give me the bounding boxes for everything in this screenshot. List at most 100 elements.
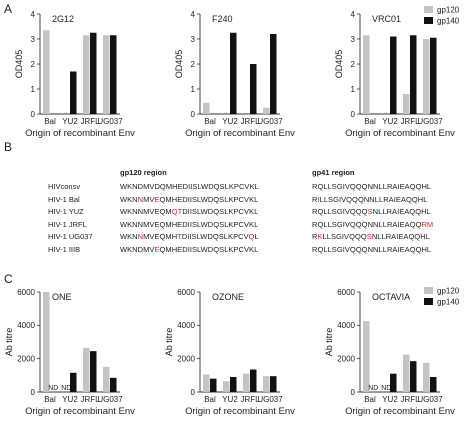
- nd-label: ND: [368, 385, 378, 392]
- y-tick-label: 6000: [337, 288, 355, 297]
- x-tick-label: UG037: [97, 117, 123, 126]
- bar-gp120: [423, 39, 430, 114]
- y-tick-label: 1: [31, 85, 36, 94]
- bar-gp140: [250, 369, 257, 392]
- y-tick-label: 1: [351, 85, 356, 94]
- panel-a-legend-label: gp120: [437, 6, 460, 15]
- bar-gp120: [403, 354, 410, 392]
- x-tick-label: YU2: [382, 117, 398, 126]
- bar-gp140: [90, 351, 97, 392]
- nd-label: ND: [48, 385, 58, 392]
- y-tick-label: 0: [351, 388, 356, 397]
- y-tick-label: 4000: [177, 321, 195, 330]
- bar-gp120: [243, 373, 250, 392]
- bar-gp140: [210, 378, 217, 392]
- y-tick-label: 0: [31, 388, 36, 397]
- x-tick-label: JRFL: [240, 117, 260, 126]
- y-tick-label: 4: [191, 10, 196, 19]
- y-axis-label: OD405: [334, 50, 344, 79]
- x-tick-label: Bal: [364, 117, 376, 126]
- y-tick-label: 4000: [17, 321, 35, 330]
- nd-label: ND: [381, 385, 391, 392]
- bar-gp140: [70, 71, 77, 114]
- y-tick-label: 2000: [337, 354, 355, 363]
- bar-gp120: [263, 107, 270, 114]
- y-tick-label: 4: [351, 10, 356, 19]
- x-tick-label: JRFL: [240, 395, 260, 404]
- y-axis-label: Ab titre: [164, 328, 174, 357]
- bar-gp120: [83, 347, 90, 392]
- y-axis-label: OD405: [174, 50, 184, 79]
- y-axis-label: OD405: [14, 50, 24, 79]
- bar-gp140: [90, 32, 97, 114]
- y-tick-label: 3: [31, 35, 36, 44]
- y-axis-label: Ab titre: [4, 328, 14, 357]
- y-tick-label: 2: [351, 60, 356, 69]
- bar-gp120: [263, 376, 270, 392]
- panel-c-legend-swatch: [424, 287, 433, 294]
- y-tick-label: 0: [351, 110, 356, 119]
- y-tick-label: 2: [191, 60, 196, 69]
- chart-title: ONE: [52, 292, 72, 302]
- bar-gp140: [430, 37, 437, 114]
- x-tick-label: YU2: [382, 395, 398, 404]
- y-tick-label: 2000: [177, 354, 195, 363]
- x-tick-label: JRFL: [400, 117, 420, 126]
- bar-gp140: [70, 372, 77, 392]
- bar-gp140: [230, 377, 237, 392]
- nd-label: ND: [61, 385, 71, 392]
- bar-gp140: [410, 361, 417, 392]
- x-axis-label: Origin of recombinant Env: [345, 128, 455, 139]
- bar-gp140: [410, 35, 417, 114]
- y-tick-label: 3: [191, 35, 196, 44]
- bar-gp120: [43, 30, 50, 114]
- chart-title: F240: [212, 14, 233, 24]
- x-axis-label: Origin of recombinant Env: [345, 406, 455, 417]
- x-axis-label: Origin of recombinant Env: [25, 406, 135, 417]
- bar-gp120: [203, 102, 210, 114]
- x-tick-label: Bal: [44, 395, 56, 404]
- x-axis-label: Origin of recombinant Env: [185, 128, 295, 139]
- y-tick-label: 3: [351, 35, 356, 44]
- y-tick-label: 0: [191, 110, 196, 119]
- bar-gp120: [103, 367, 110, 392]
- y-tick-label: 4: [31, 10, 36, 19]
- bar-gp140: [270, 34, 277, 114]
- x-tick-label: YU2: [222, 395, 238, 404]
- bar-gp140: [390, 36, 397, 114]
- x-tick-label: YU2: [222, 117, 238, 126]
- bar-gp120: [363, 321, 370, 392]
- y-tick-label: 0: [31, 110, 36, 119]
- y-axis-label: Ab titre: [324, 328, 334, 357]
- y-tick-label: 6000: [177, 288, 195, 297]
- bar-gp140: [110, 377, 117, 392]
- x-tick-label: JRFL: [80, 395, 100, 404]
- x-tick-label: UG037: [97, 395, 123, 404]
- bar-gp120: [423, 362, 430, 392]
- x-tick-label: Bal: [44, 117, 56, 126]
- panel-a-legend-swatch: [424, 17, 433, 24]
- x-tick-label: JRFL: [80, 117, 100, 126]
- x-tick-label: UG037: [417, 117, 443, 126]
- bar-gp120: [403, 94, 410, 114]
- x-tick-label: YU2: [62, 395, 78, 404]
- x-tick-label: Bal: [204, 117, 216, 126]
- x-tick-label: Bal: [204, 395, 216, 404]
- chart-title: 2G12: [52, 14, 74, 24]
- y-tick-label: 0: [191, 388, 196, 397]
- y-tick-label: 1: [191, 85, 196, 94]
- y-tick-label: 6000: [17, 288, 35, 297]
- x-tick-label: UG037: [257, 117, 283, 126]
- x-tick-label: JRFL: [400, 395, 420, 404]
- bar-gp120: [103, 35, 110, 114]
- x-axis-label: Origin of recombinant Env: [185, 406, 295, 417]
- y-tick-label: 4000: [337, 321, 355, 330]
- bar-gp140: [430, 377, 437, 392]
- x-tick-label: Bal: [364, 395, 376, 404]
- bar-gp140: [390, 373, 397, 392]
- y-tick-label: 2000: [17, 354, 35, 363]
- panel-c-legend-label: gp120: [437, 287, 460, 296]
- chart-title: VRC01: [372, 14, 401, 24]
- panel-a-legend-label: gp140: [437, 17, 460, 26]
